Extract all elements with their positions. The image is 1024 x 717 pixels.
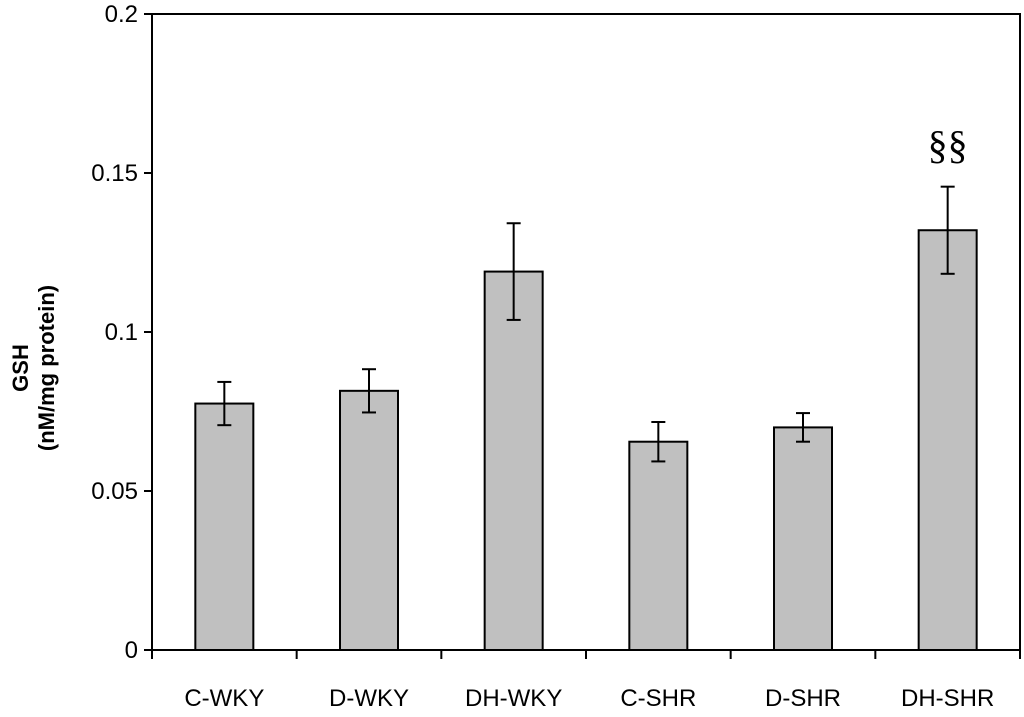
y-axis-label-line2: (nM/mg protein) <box>34 285 59 451</box>
y-tick-label: 0.1 <box>105 319 138 346</box>
x-tick-label: DH-SHR <box>901 685 994 712</box>
bar <box>628 440 689 651</box>
plot-frame <box>151 13 1021 651</box>
bar <box>917 229 978 652</box>
y-axis-label: GSH (nM/mg protein) <box>8 285 59 451</box>
x-tick-label: D-WKY <box>329 685 409 712</box>
bar <box>339 389 399 651</box>
y-tick-label: 0 <box>125 637 138 664</box>
bar <box>483 270 544 651</box>
x-tick-label: DH-WKY <box>465 685 562 712</box>
bar <box>773 426 833 651</box>
x-tick-label: C-SHR <box>620 685 696 712</box>
x-tick-label: D-SHR <box>765 685 841 712</box>
bar <box>194 402 255 651</box>
plot-area: 0 0.05 0.1 0.15 0.2 C-WKY D-WKY DH-WKY C-SHR D-SH… <box>91 1 1021 712</box>
x-tick-label: C-WKY <box>184 685 264 712</box>
y-tick-label: 0.05 <box>91 478 138 505</box>
y-axis-label-line1: GSH <box>8 344 33 392</box>
y-tick-label: 0.2 <box>105 1 138 28</box>
y-tick-label: 0.15 <box>91 160 138 187</box>
significance-annotation: §§ <box>928 123 968 168</box>
